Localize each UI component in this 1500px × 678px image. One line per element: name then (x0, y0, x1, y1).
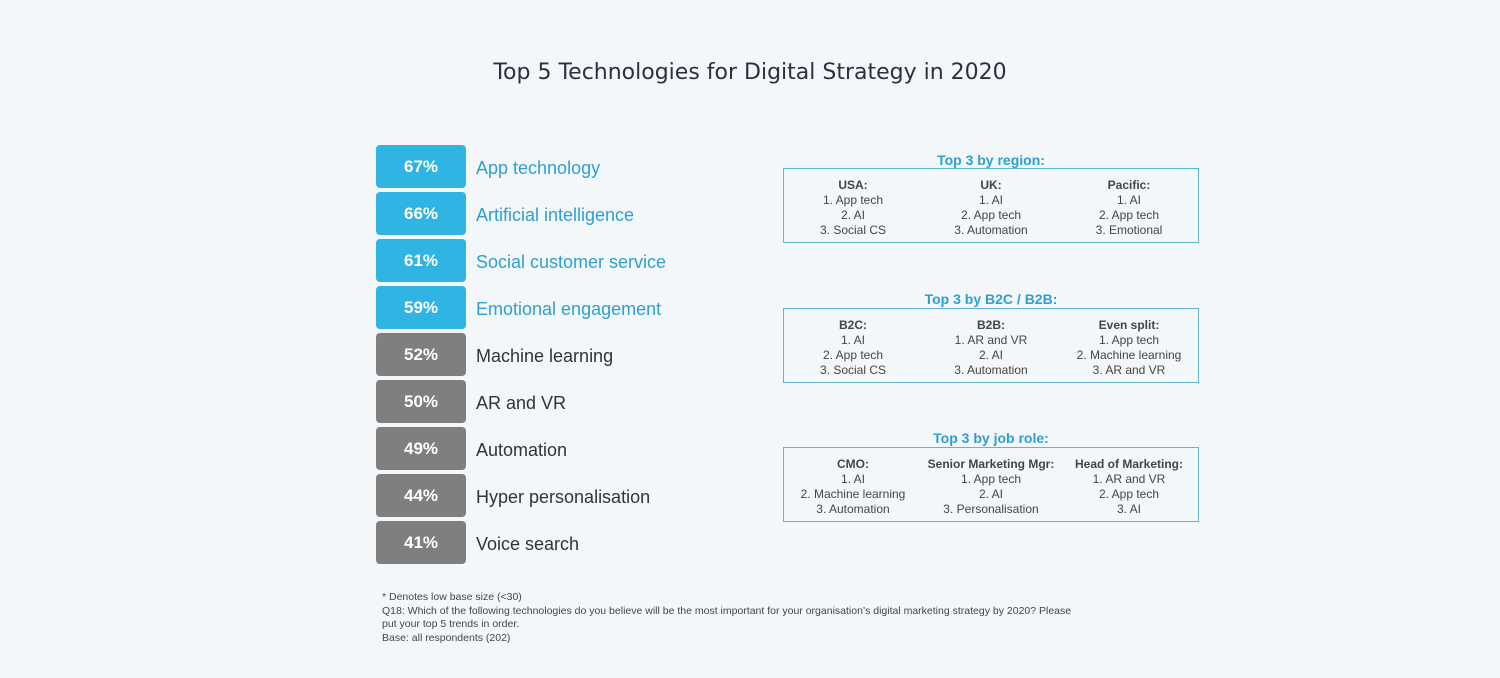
column-heading: B2C: (838, 318, 867, 332)
technology-label: AR and VR (476, 393, 567, 413)
percentage-badge: 44% (376, 474, 466, 517)
ranked-item: 2. Machine learning (800, 487, 906, 501)
percentage-badge: 66% (376, 192, 466, 235)
panel-title-job-role: Top 3 by job role: (933, 430, 1049, 446)
ranked-item: 1. AI (840, 472, 866, 486)
column-heading: Even split: (1098, 318, 1160, 332)
panel-column: Even split: 1. App tech 2. Machine learnin… (1060, 318, 1198, 378)
ranked-item: 1. AI (1116, 193, 1142, 207)
ranked-item: 1. AI (978, 193, 1004, 207)
technology-label: Artificial intelligence (476, 205, 635, 225)
ranked-item: 2. AI (840, 208, 866, 222)
ranked-item: 2. App tech (1098, 487, 1160, 501)
percentage-badge: 41% (376, 521, 466, 564)
percentage-badge: 49% (376, 427, 466, 470)
footnote-question: Q18: Which of the following technologies… (382, 604, 1072, 631)
technology-label: Voice search (476, 534, 580, 554)
panel-title-region: Top 3 by region: (937, 152, 1045, 168)
technology-label: Automation (476, 440, 568, 460)
column-heading: Head of Marketing: (1074, 457, 1183, 471)
percentage-badge: 50% (376, 380, 466, 423)
technology-label: Hyper personalisation (476, 487, 651, 507)
ranked-item: 2. Machine learning (1076, 348, 1182, 362)
column-heading: Pacific: (1107, 178, 1151, 192)
ranked-item: 3. Personalisation (943, 502, 1039, 516)
ranked-item: 2. App tech (960, 208, 1022, 222)
panel-box-region: USA: 1. App tech 2. AI 3. Social CS UK: 1. AI… (783, 168, 1199, 243)
ranked-item: 2. AI (978, 487, 1004, 501)
panel-title-b2c-b2b: Top 3 by B2C / B2B: (924, 291, 1058, 307)
column-heading: CMO: (837, 457, 869, 471)
ranked-item: 3. Automation (954, 223, 1028, 237)
panel-column: Senior Marketing Mgr: 1. App tech 2. AI 3. … (922, 457, 1060, 517)
ranked-item: 1. AI (840, 333, 866, 347)
percentage-badge: 61% (376, 239, 466, 282)
technology-label: Machine learning (476, 346, 614, 366)
technology-label: Emotional engagement (476, 299, 662, 319)
ranked-item: 3. AR and VR (1092, 363, 1166, 377)
panel-column: B2C: 1. AI 2. App tech 3. Social CS (784, 318, 922, 378)
ranked-item: 3. Automation (954, 363, 1028, 377)
panel-column: USA: 1. App tech 2. AI 3. Social CS (784, 178, 922, 238)
panel-column: Pacific: 1. AI 2. App tech 3. Emotional (1060, 178, 1198, 238)
column-heading: USA: (838, 178, 868, 192)
ranked-item: 1. AR and VR (954, 333, 1028, 347)
ranked-item: 2. AI (978, 348, 1004, 362)
ranked-item: 3. AI (1116, 502, 1142, 516)
technology-label: Social customer service (476, 252, 667, 272)
ranked-item: 3. Emotional (1095, 223, 1163, 237)
panel-column: Head of Marketing: 1. AR and VR 2. App tec… (1060, 457, 1198, 517)
percentage-badge: 67% (376, 145, 466, 188)
column-heading: B2B: (976, 318, 1005, 332)
column-heading: UK: (980, 178, 1002, 192)
page-title: Top 5 Technologies for Digital Strategy … (493, 60, 1007, 85)
percentage-badge: 52% (376, 333, 466, 376)
ranked-item: 1. App tech (960, 472, 1022, 486)
footnotes: * Denotes low base size (<30) Q18: Which… (382, 591, 1082, 645)
ranked-item: 3. Social CS (819, 223, 887, 237)
panel-column: B2B: 1. AR and VR 2. AI 3. Automation (922, 318, 1060, 378)
footnote-low-base: * Denotes low base size (<30) (382, 591, 522, 603)
panel-box-job-role: CMO: 1. AI 2. Machine learning 3. Automatio… (783, 447, 1199, 522)
panel-box-b2c-b2b: B2C: 1. AI 2. App tech 3. Social CS B2B: 1. A… (783, 308, 1199, 383)
footnote-base: Base: all respondents (202) (382, 631, 511, 644)
ranked-item: 2. App tech (1098, 208, 1160, 222)
ranked-item: 3. Automation (816, 502, 890, 516)
technology-label: App technology (476, 158, 601, 178)
panel-column: CMO: 1. AI 2. Machine learning 3. Automatio… (784, 457, 922, 517)
ranked-item: 1. App tech (1098, 333, 1160, 347)
ranked-item: 3. Social CS (819, 363, 887, 377)
ranked-item: 1. AR and VR (1092, 472, 1166, 486)
percentage-badge: 59% (376, 286, 466, 329)
panel-column: UK: 1. AI 2. App tech 3. Automation (922, 178, 1060, 238)
ranked-item: 2. App tech (822, 348, 884, 362)
column-heading: Senior Marketing Mgr: (927, 457, 1055, 471)
ranked-item: 1. App tech (822, 193, 884, 207)
